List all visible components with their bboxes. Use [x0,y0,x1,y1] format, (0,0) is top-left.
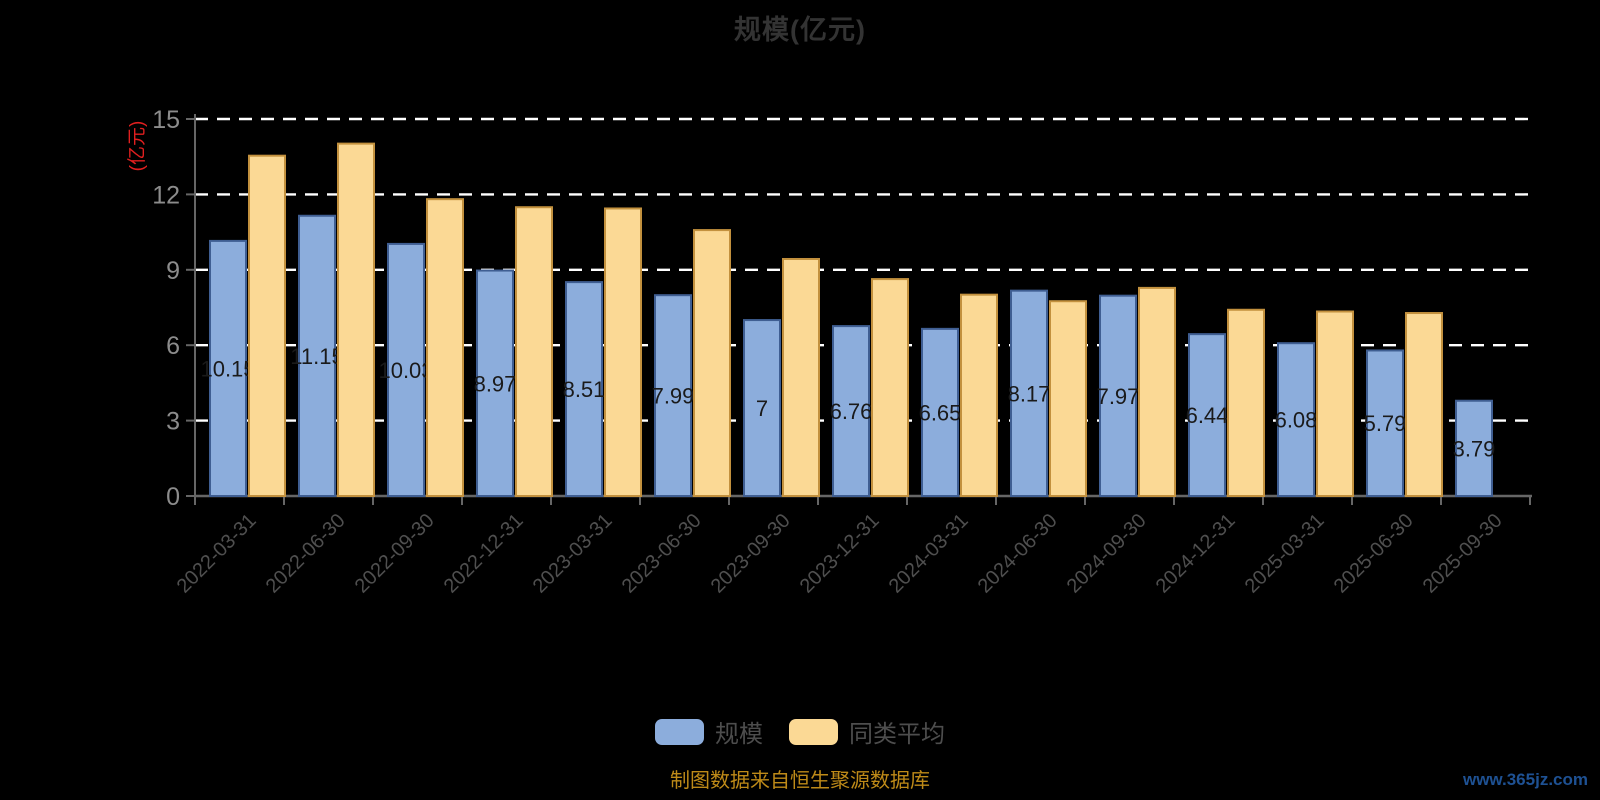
watermark-link[interactable]: www.365jz.com [1462,770,1588,789]
bar-peer [426,198,464,498]
x-tick-label: 2024-12-31 [1152,510,1240,598]
bar-scale [387,242,425,497]
bar-scale-label: 8.51 [563,377,606,402]
bar-scale-label: 7.99 [652,384,695,409]
bar-peer [960,293,998,497]
bar-scale-label: 8.17 [1008,381,1051,406]
bar-scale [1010,289,1048,498]
x-tick-label: 2024-09-30 [1063,510,1151,598]
bar-peer [604,207,642,497]
legend-item-peer[interactable]: 同类平均 [789,714,945,749]
y-tick-label: 0 [166,483,180,511]
bar-scale-label: 11.15 [290,344,343,369]
bar-scale-label: 10.15 [200,356,255,381]
y-tick-label: 9 [166,257,180,285]
legend-swatch-peer [789,718,838,745]
y-tick-label: 3 [166,408,180,436]
x-tick-label: 2023-12-31 [796,510,884,598]
x-tick-label: 2022-03-31 [173,510,261,598]
bar-scale-label: 6.44 [1186,403,1229,428]
bar-scale [1099,294,1137,498]
bar-peer [1316,310,1354,497]
legend-item-scale[interactable]: 规模 [655,714,763,749]
bar-scale-label: 7.97 [1097,384,1140,409]
y-tick-label: 15 [152,106,180,134]
bar-scale-label: 6.76 [830,399,873,424]
bar-scale-label: 5.79 [1364,411,1407,436]
x-tick-label: 2025-03-31 [1241,510,1329,598]
bar-scale [832,325,870,497]
y-axis-name: (亿元) [126,121,148,172]
x-tick-label: 2022-12-31 [440,510,528,598]
bar-scale-label: 6.08 [1275,408,1318,433]
bar-peer [1138,286,1176,497]
legend-label-peer: 同类平均 [849,721,945,748]
legend: 规模 同类平均 [0,714,1600,749]
bar-peer [515,206,553,498]
bar-peer [782,257,820,498]
bar-peer [693,229,731,498]
bar-scale [1188,333,1226,497]
bar-peer [337,142,375,497]
bar-scale-label: 8.97 [474,371,517,396]
bar-scale [209,239,247,497]
bar-scale [921,327,959,498]
x-tick-label: 2023-06-30 [618,510,706,598]
x-tick-label: 2025-06-30 [1330,510,1418,598]
bar-scale [1455,399,1493,497]
x-tick-label: 2022-06-30 [262,510,350,598]
source-note: 制图数据来自恒生聚源数据库 [670,770,930,792]
bar-scale [743,319,781,498]
legend-label-scale: 规模 [715,721,763,748]
x-tick-label: 2024-06-30 [974,510,1062,598]
x-tick-label: 2024-03-31 [885,510,973,598]
y-tick-label: 12 [152,181,180,209]
bar-scale-label: 3.79 [1453,436,1496,461]
bar-scale [654,294,692,497]
chart-title: 规模(亿元) [734,15,866,45]
bar-peer [1405,312,1443,497]
bar-scale [476,269,514,497]
bar-scale [1366,349,1404,497]
y-tick-label: 6 [166,332,180,360]
bar-scale [1277,342,1315,497]
x-tick-label: 2023-03-31 [529,510,617,598]
x-tick-label: 2025-09-30 [1419,510,1507,598]
bar-peer [1049,300,1087,498]
bar-scale [565,281,603,497]
legend-swatch-scale [655,718,704,745]
bar-scale-label: 10.03 [378,358,433,383]
bar-scale [298,214,336,497]
x-tick-label: 2022-09-30 [351,510,439,598]
bar-scale-label: 7 [756,396,768,421]
x-tick-label: 2023-09-30 [707,510,795,598]
bar-peer [871,278,909,497]
bar-peer [248,154,286,497]
bar-peer [1227,308,1265,497]
bar-scale-label: 6.65 [919,400,962,425]
